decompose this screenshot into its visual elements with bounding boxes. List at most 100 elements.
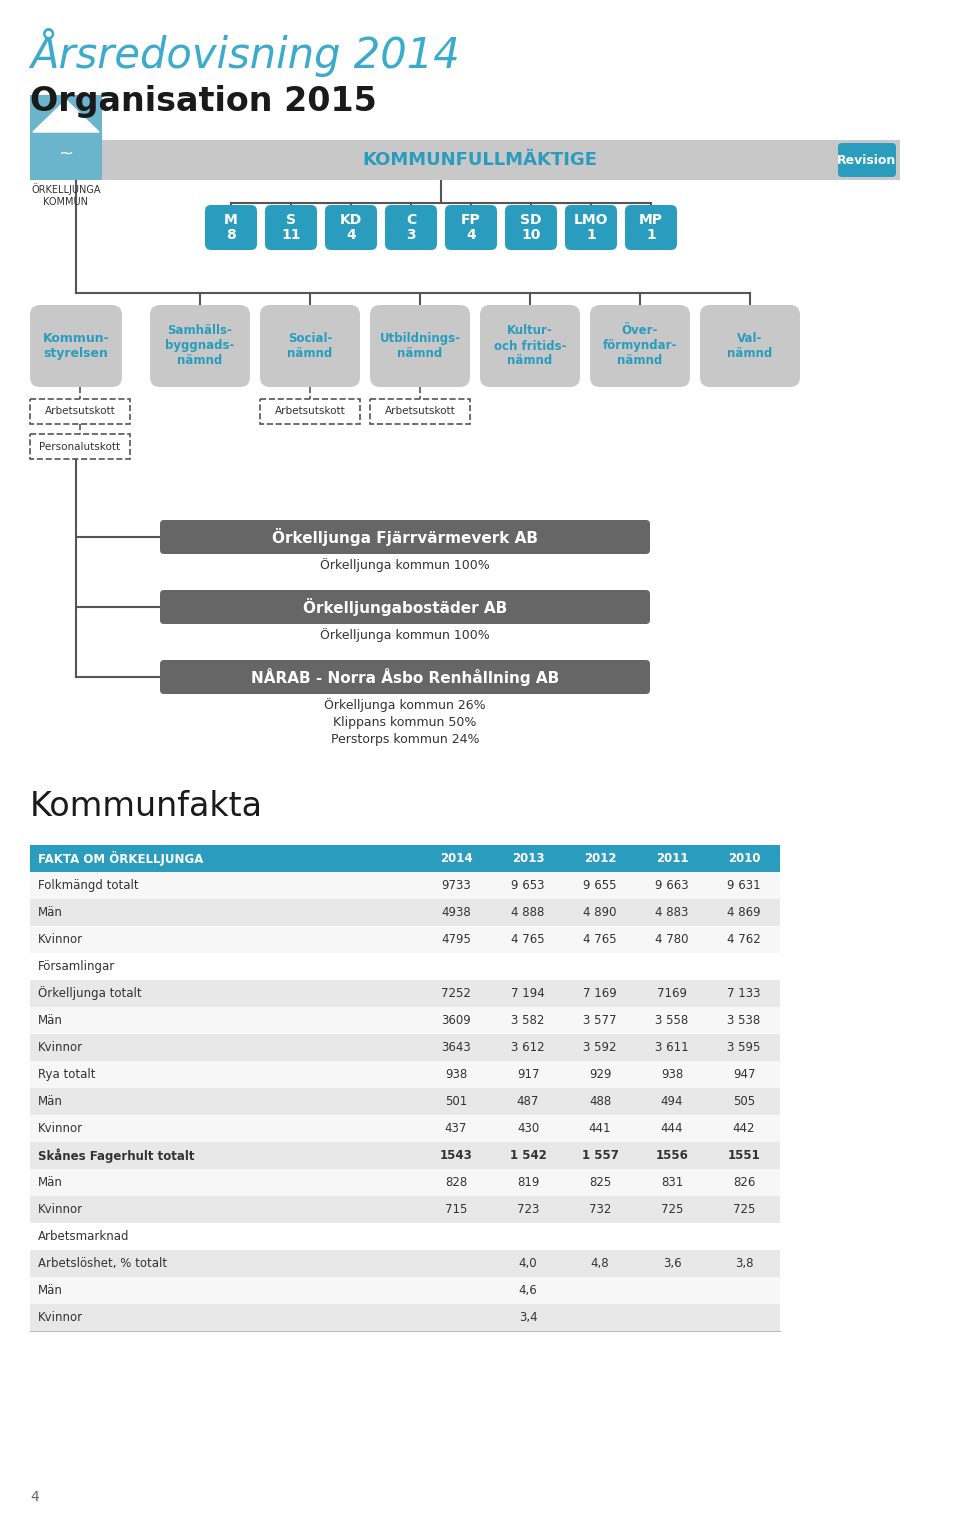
Text: ÖRKELLJUNGA
KOMMUN: ÖRKELLJUNGA KOMMUN (32, 183, 101, 207)
Text: 723: 723 (516, 1203, 540, 1215)
Text: 917: 917 (516, 1068, 540, 1081)
Text: 441: 441 (588, 1122, 612, 1135)
Text: Församlingar: Församlingar (38, 960, 115, 973)
FancyBboxPatch shape (205, 205, 257, 249)
Bar (30, 846, 780, 872)
Text: 4: 4 (30, 1491, 38, 1504)
Bar (30, 399, 130, 424)
Text: Social-
nämnd: Social- nämnd (287, 332, 332, 360)
Bar (30, 433, 130, 459)
Text: FP
4: FP 4 (461, 213, 481, 242)
Text: Arbetsutskott: Arbetsutskott (275, 406, 346, 417)
Text: Rya totalt: Rya totalt (38, 1068, 95, 1081)
FancyBboxPatch shape (260, 306, 360, 386)
Text: Örkelljungabostäder AB: Örkelljungabostäder AB (302, 598, 507, 616)
Text: 3609: 3609 (442, 1015, 470, 1027)
Text: 938: 938 (660, 1068, 684, 1081)
Text: Utbildnings-
nämnd: Utbildnings- nämnd (379, 332, 461, 360)
FancyBboxPatch shape (505, 205, 557, 249)
Text: 826: 826 (732, 1176, 756, 1189)
Bar (30, 1303, 780, 1331)
Text: Samhälls-
byggnads-
nämnd: Samhälls- byggnads- nämnd (165, 324, 234, 368)
Text: 3 538: 3 538 (728, 1015, 760, 1027)
Text: 1 557: 1 557 (582, 1148, 618, 1162)
Text: 3 592: 3 592 (584, 1040, 616, 1054)
Text: 430: 430 (516, 1122, 540, 1135)
Text: 2014: 2014 (440, 852, 472, 865)
Bar (260, 399, 360, 424)
Text: 7 133: 7 133 (728, 987, 760, 999)
Text: LMO
1: LMO 1 (574, 213, 609, 242)
Text: 501: 501 (444, 1095, 468, 1107)
Bar (30, 1088, 780, 1115)
Bar (30, 1142, 780, 1170)
FancyBboxPatch shape (30, 306, 122, 386)
Text: 3643: 3643 (442, 1040, 470, 1054)
Text: Män: Män (38, 1284, 62, 1297)
Text: 725: 725 (732, 1203, 756, 1215)
Text: 4 869: 4 869 (727, 907, 761, 919)
Text: Arbetsutskott: Arbetsutskott (385, 406, 455, 417)
Text: Örkelljunga kommun 100%: Örkelljunga kommun 100% (320, 558, 490, 572)
Text: Män: Män (38, 1015, 62, 1027)
Text: Val-
nämnd: Val- nämnd (728, 332, 773, 360)
Text: S
11: S 11 (281, 213, 300, 242)
Text: FAKTA OM ÖRKELLJUNGA: FAKTA OM ÖRKELLJUNGA (38, 852, 204, 865)
Text: 4 883: 4 883 (656, 907, 688, 919)
Text: 4,6: 4,6 (518, 1284, 538, 1297)
Text: KD
4: KD 4 (340, 213, 362, 242)
Text: 4 762: 4 762 (727, 932, 761, 946)
Text: 442: 442 (732, 1122, 756, 1135)
Text: Örkelljunga Fjärrvärmeverk AB: Örkelljunga Fjärrvärmeverk AB (272, 528, 538, 546)
Bar (30, 1115, 780, 1142)
Text: 4,0: 4,0 (518, 1256, 538, 1270)
Text: Kommunfakta: Kommunfakta (30, 789, 263, 823)
Text: Personalutskott: Personalutskott (39, 441, 121, 452)
Bar (30, 140, 900, 179)
Text: 7 169: 7 169 (583, 987, 617, 999)
Text: 3 558: 3 558 (656, 1015, 688, 1027)
Bar (30, 1062, 780, 1088)
Text: Kvinnor: Kvinnor (38, 1203, 84, 1215)
Bar (30, 1170, 780, 1196)
Text: 3 577: 3 577 (584, 1015, 616, 1027)
FancyBboxPatch shape (480, 306, 580, 386)
FancyBboxPatch shape (150, 306, 250, 386)
Text: Örkelljunga kommun 100%: Örkelljunga kommun 100% (320, 628, 490, 642)
Text: 2010: 2010 (728, 852, 760, 865)
FancyBboxPatch shape (625, 205, 677, 249)
Text: 4 780: 4 780 (656, 932, 688, 946)
Text: 947: 947 (732, 1068, 756, 1081)
Text: 9 653: 9 653 (512, 879, 544, 891)
Text: 4 890: 4 890 (584, 907, 616, 919)
Text: 487: 487 (516, 1095, 540, 1107)
Bar (370, 399, 470, 424)
Text: Skånes Fagerhult totalt: Skånes Fagerhult totalt (38, 1148, 195, 1162)
FancyBboxPatch shape (160, 660, 650, 694)
FancyBboxPatch shape (160, 520, 650, 554)
Text: Örkelljunga kommun 26%
Klippans kommun 50%
Perstorps kommun 24%: Örkelljunga kommun 26% Klippans kommun 5… (324, 698, 486, 745)
FancyBboxPatch shape (385, 205, 437, 249)
Text: KOMMUNFULLMÄKTIGE: KOMMUNFULLMÄKTIGE (363, 151, 597, 169)
Text: 1 542: 1 542 (510, 1148, 546, 1162)
Text: 9 663: 9 663 (655, 879, 689, 891)
Polygon shape (33, 100, 99, 132)
Text: 3 582: 3 582 (512, 1015, 544, 1027)
FancyBboxPatch shape (325, 205, 377, 249)
Text: 1543: 1543 (440, 1148, 472, 1162)
Text: M
8: M 8 (224, 213, 238, 242)
Text: Kvinnor: Kvinnor (38, 1040, 84, 1054)
Text: Kultur-
och fritids-
nämnd: Kultur- och fritids- nämnd (493, 324, 566, 368)
Text: 488: 488 (588, 1095, 612, 1107)
Text: Män: Män (38, 907, 62, 919)
Text: 725: 725 (660, 1203, 684, 1215)
Bar (30, 1278, 780, 1303)
Text: ~: ~ (59, 144, 74, 163)
Bar (30, 94, 102, 179)
FancyBboxPatch shape (265, 205, 317, 249)
Text: 7 194: 7 194 (511, 987, 545, 999)
FancyBboxPatch shape (370, 306, 470, 386)
Text: Årsredovisning 2014: Årsredovisning 2014 (30, 27, 460, 78)
Text: 3,4: 3,4 (518, 1311, 538, 1323)
Text: SD
10: SD 10 (520, 213, 541, 242)
